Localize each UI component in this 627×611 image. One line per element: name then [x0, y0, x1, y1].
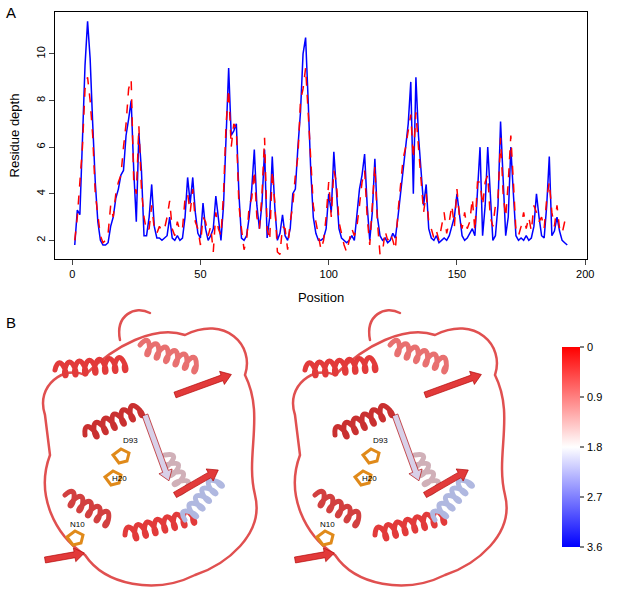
svg-text:200: 200: [576, 268, 594, 280]
svg-text:0: 0: [587, 341, 593, 353]
svg-text:0: 0: [69, 268, 75, 280]
html-text:B: B: [6, 314, 16, 331]
svg-text:10: 10: [35, 46, 47, 58]
svg-text:4: 4: [35, 189, 47, 195]
html-text:A: A: [6, 4, 16, 21]
svg-text:0.9: 0.9: [587, 391, 602, 403]
svg-text:100: 100: [320, 268, 338, 280]
svg-text:N10: N10: [320, 520, 335, 529]
svg-text:Position: Position: [298, 290, 344, 305]
svg-text:3.6: 3.6: [587, 541, 602, 553]
svg-text:150: 150: [448, 268, 466, 280]
svg-text:50: 50: [194, 268, 206, 280]
svg-text:H20: H20: [112, 474, 127, 483]
svg-text:6: 6: [35, 142, 47, 148]
svg-text:1.8: 1.8: [587, 441, 602, 453]
svg-text:N10: N10: [70, 520, 85, 529]
svg-text:D93: D93: [123, 436, 138, 445]
svg-text:8: 8: [35, 96, 47, 102]
svg-text:Residue depth: Residue depth: [7, 94, 22, 178]
svg-text:2: 2: [35, 236, 47, 242]
svg-text:2.7: 2.7: [587, 491, 602, 503]
svg-text:D93: D93: [373, 436, 388, 445]
svg-text:H20: H20: [362, 474, 377, 483]
